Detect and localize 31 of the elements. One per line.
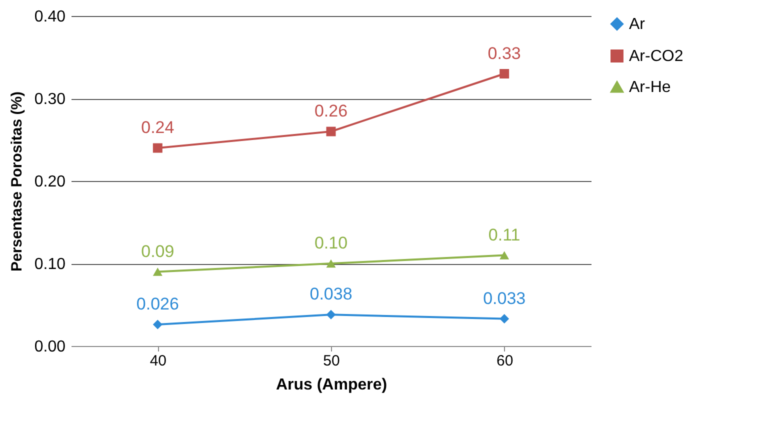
- data-label: 0.11: [488, 225, 520, 244]
- point: [152, 320, 162, 330]
- point: [500, 69, 510, 78]
- x-axis-title: Arus (Ampere): [276, 376, 388, 394]
- data-label: 0.038: [310, 284, 352, 304]
- y-tick-label: 0.00: [34, 338, 66, 356]
- point: [500, 251, 510, 260]
- legend-label: Ar: [629, 16, 646, 33]
- data-label: 0.033: [483, 288, 526, 308]
- x-tick-label: 40: [150, 352, 167, 370]
- data-label: 0.026: [136, 294, 179, 314]
- legend-label: Ar-CO2: [629, 48, 684, 65]
- y-tick-label: 0.10: [34, 256, 66, 273]
- y-tick-label: 0.20: [34, 174, 66, 190]
- data-label: 0.24: [141, 118, 174, 137]
- data-label: 0.33: [488, 44, 521, 63]
- x-tick-label: 60: [496, 352, 514, 370]
- point: [152, 268, 162, 276]
- point: [326, 126, 336, 136]
- y-tick-label: 0.30: [34, 91, 66, 108]
- point: [326, 259, 336, 268]
- point: [500, 314, 510, 324]
- x-tick-label: 50: [323, 352, 340, 370]
- y-tick-label: 0.40: [34, 8, 66, 26]
- data-label: 0.09: [141, 242, 174, 261]
- data-label: 0.10: [314, 234, 348, 252]
- legend-label: Ar-He: [629, 79, 671, 96]
- point: [326, 310, 336, 320]
- data-label: 0.26: [314, 102, 348, 120]
- y-axis-title: Persentase Porositas (%): [8, 91, 26, 272]
- point: [152, 143, 162, 153]
